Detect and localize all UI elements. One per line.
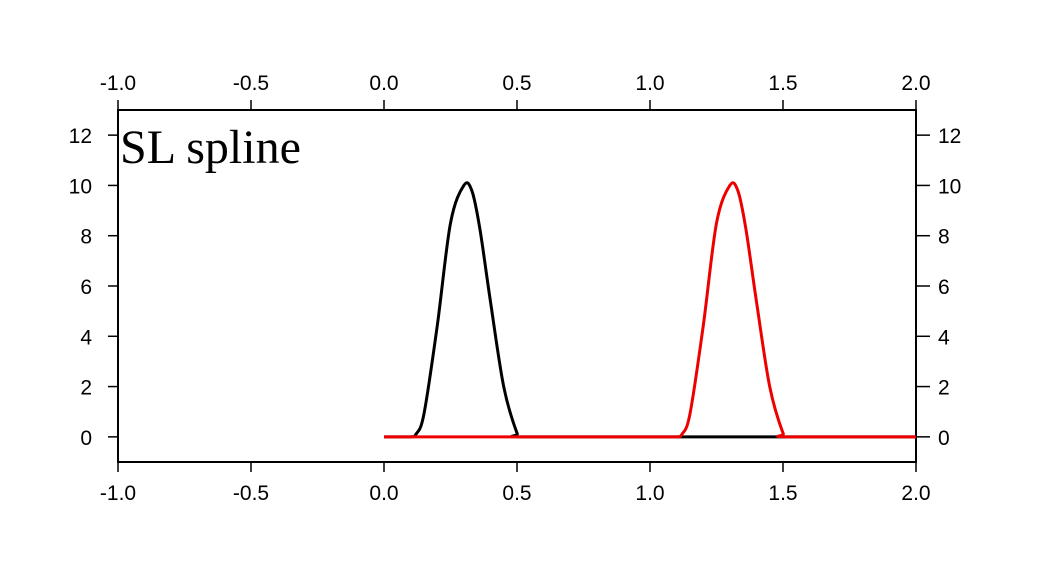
y-tick-label-right: 0	[938, 427, 950, 450]
x-tick-label-bottom: 0.0	[369, 482, 398, 505]
tick-marks	[108, 100, 930, 472]
y-tick-label-right: 4	[938, 326, 950, 349]
y-tick-label-left: 10	[69, 175, 92, 198]
y-tick-label-left: 6	[80, 276, 92, 299]
x-tick-label-top: 1.5	[768, 72, 797, 95]
x-tick-label-bottom: -1.0	[100, 482, 136, 505]
x-tick-label-top: 0.5	[502, 72, 531, 95]
y-tick-label-right: 8	[938, 226, 950, 249]
series-line-red	[384, 181, 916, 439]
y-tick-label-left: 8	[80, 226, 92, 249]
series-group	[384, 181, 916, 439]
series-line-black	[384, 181, 916, 439]
x-tick-label-top: -0.5	[233, 72, 269, 95]
y-tick-label-right: 10	[938, 175, 961, 198]
x-tick-label-top: -1.0	[100, 72, 136, 95]
x-tick-label-bottom: 1.5	[768, 482, 797, 505]
y-tick-label-right: 6	[938, 276, 950, 299]
tick-labels: -1.0 -1.0 -0.5 -0.5 0.0 0.0 0.5 0.5 1.0 1.0 1.5 1.5…	[69, 72, 962, 505]
x-tick-label-bottom: 2.0	[901, 482, 930, 505]
y-tick-label-right: 2	[938, 377, 950, 400]
chart-title: SL spline	[120, 121, 301, 174]
x-tick-label-top: 2.0	[901, 72, 930, 95]
y-tick-label-right: 12	[938, 125, 961, 148]
x-tick-label-bottom: 1.0	[635, 482, 664, 505]
x-tick-label-bottom: 0.5	[502, 482, 531, 505]
x-tick-label-top: 1.0	[635, 72, 664, 95]
x-tick-label-top: 0.0	[369, 72, 398, 95]
y-tick-label-left: 12	[69, 125, 92, 148]
y-tick-label-left: 2	[80, 377, 92, 400]
x-tick-label-bottom: -0.5	[233, 482, 269, 505]
y-tick-label-left: 0	[80, 427, 92, 450]
y-tick-label-left: 4	[80, 326, 92, 349]
